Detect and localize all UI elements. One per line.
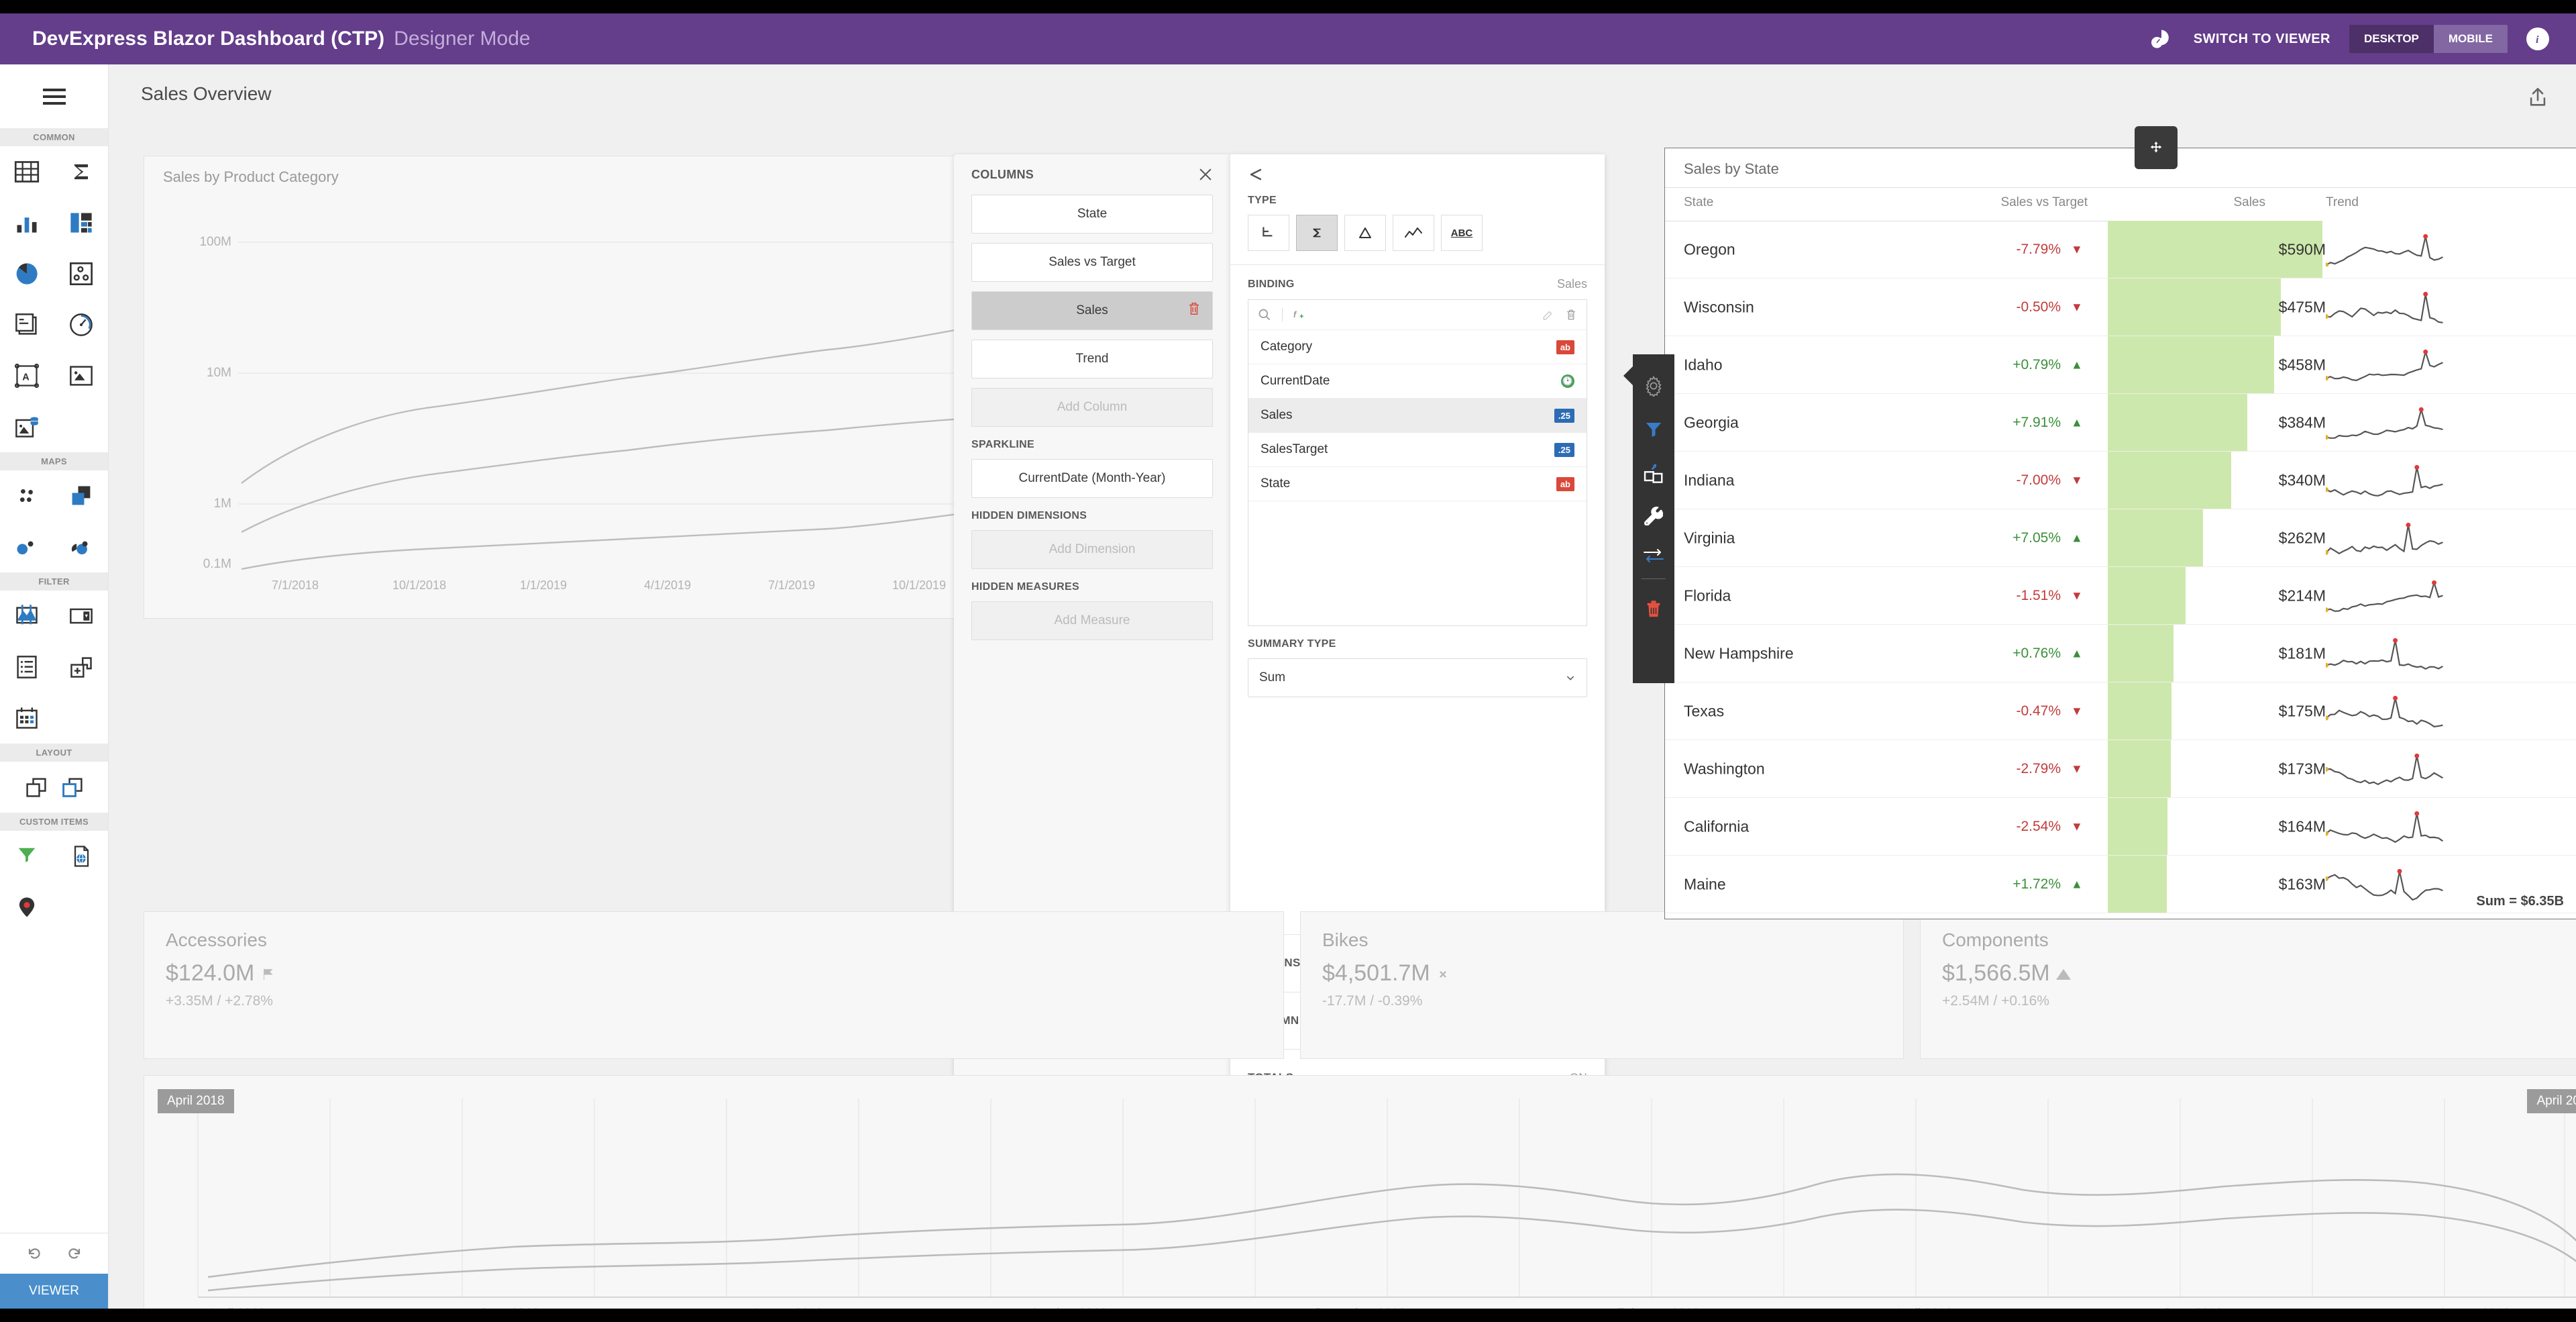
svg-text:December 2018: December 2018: [1315, 1307, 1405, 1309]
svg-text:August 2018: August 2018: [751, 1307, 823, 1309]
svg-text:7/1/2019: 7/1/2019: [768, 578, 815, 592]
svg-text:10/1/2019: 10/1/2019: [892, 578, 946, 592]
svg-text:June 2019: June 2019: [2163, 1307, 2223, 1309]
svg-text:+: +: [1299, 313, 1303, 321]
svg-text:f: f: [1293, 310, 1297, 319]
svg-text:4/1/2019: 4/1/2019: [644, 578, 691, 592]
svg-text:1M: 1M: [214, 497, 231, 511]
svg-text:10/1/2018: 10/1/2018: [392, 578, 446, 592]
svg-text:A: A: [22, 372, 30, 383]
svg-text:February 2019: February 2019: [1617, 1307, 1700, 1309]
svg-text:100M: 100M: [199, 235, 231, 249]
svg-text:October 2018: October 2018: [1030, 1307, 1107, 1309]
svg-text:August 2019: August 2019: [2438, 1307, 2510, 1309]
svg-text:June 2018: June 2018: [480, 1307, 539, 1309]
svg-text:April 2019: April 2019: [1895, 1307, 1953, 1309]
svg-text:7/1/2018: 7/1/2018: [272, 578, 319, 592]
svg-text:i: i: [2536, 34, 2539, 46]
svg-text:10M: 10M: [207, 366, 231, 380]
svg-text:0.1M: 0.1M: [203, 557, 231, 571]
svg-text:April 2018: April 2018: [208, 1307, 266, 1309]
svg-text:1/1/2019: 1/1/2019: [520, 578, 567, 592]
